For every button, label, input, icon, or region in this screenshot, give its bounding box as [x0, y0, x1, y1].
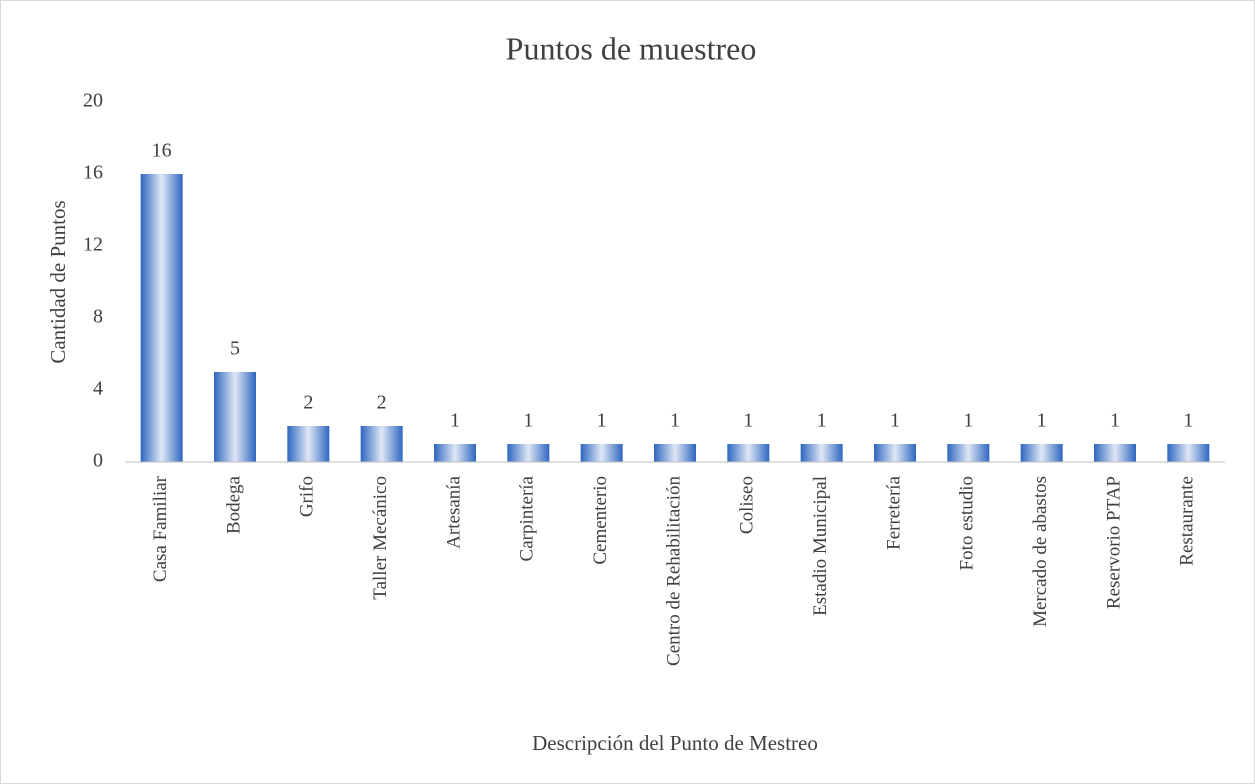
data-label: 1 [1183, 410, 1193, 432]
bar [287, 426, 330, 462]
bar [214, 372, 256, 462]
data-label: 1 [523, 410, 533, 432]
chart-title: Puntos de muestreo [506, 30, 757, 66]
x-tick-label: Cementerio [590, 476, 611, 565]
x-tick-label: Carpintería [517, 475, 538, 561]
x-tick-label: Ferretería [883, 475, 904, 549]
x-tick-label: Restaurante [1177, 476, 1198, 566]
bar [800, 444, 843, 462]
data-label: 2 [377, 392, 387, 414]
bar [1167, 444, 1210, 462]
data-label: 1 [1037, 410, 1047, 432]
y-tick-label: 0 [93, 450, 103, 472]
x-tick-label: Estadio Municipal [810, 476, 831, 616]
bar [580, 444, 623, 462]
x-tick-label: Reservorio PTAP [1103, 476, 1124, 609]
bar [947, 444, 990, 462]
data-label: 5 [230, 338, 240, 360]
bar [1094, 444, 1136, 462]
bar [727, 444, 770, 462]
x-tick-label: Centro de Rehabilitación [663, 476, 684, 666]
bar [1020, 444, 1063, 462]
bar [507, 444, 550, 462]
data-label: 1 [450, 410, 460, 432]
data-label: 1 [817, 410, 827, 432]
x-tick-label: Foto estudio [957, 476, 978, 570]
y-tick-label: 20 [83, 90, 103, 112]
x-tick-label: Bodega [223, 475, 244, 534]
bar [874, 444, 916, 462]
y-axis-title: Cantidad de Puntos [46, 200, 70, 363]
x-tick-label: Coliseo [737, 476, 758, 534]
data-label: 16 [152, 140, 172, 162]
bar [360, 426, 403, 462]
x-tick-label: Grifo [297, 476, 318, 517]
y-tick-label: 4 [93, 378, 103, 400]
y-tick-label: 12 [83, 234, 103, 256]
x-tick-label: Artesanía [443, 475, 464, 548]
x-tick-label: Taller Mecánico [370, 476, 391, 600]
y-tick-label: 16 [83, 162, 103, 184]
data-label: 1 [670, 410, 680, 432]
data-label: 1 [890, 410, 900, 432]
data-label: 1 [1110, 410, 1120, 432]
bar [654, 444, 696, 462]
data-label: 1 [743, 410, 753, 432]
data-label: 1 [963, 410, 973, 432]
x-tick-label: Casa Familiar [150, 475, 171, 582]
x-axis-title: Descripción del Punto de Mestreo [532, 731, 818, 755]
data-label: 1 [597, 410, 607, 432]
data-label: 2 [303, 392, 313, 414]
y-tick-label: 8 [93, 306, 103, 328]
bar [140, 174, 183, 462]
x-tick-label: Mercado de abastos [1030, 476, 1051, 627]
bar [434, 444, 476, 462]
